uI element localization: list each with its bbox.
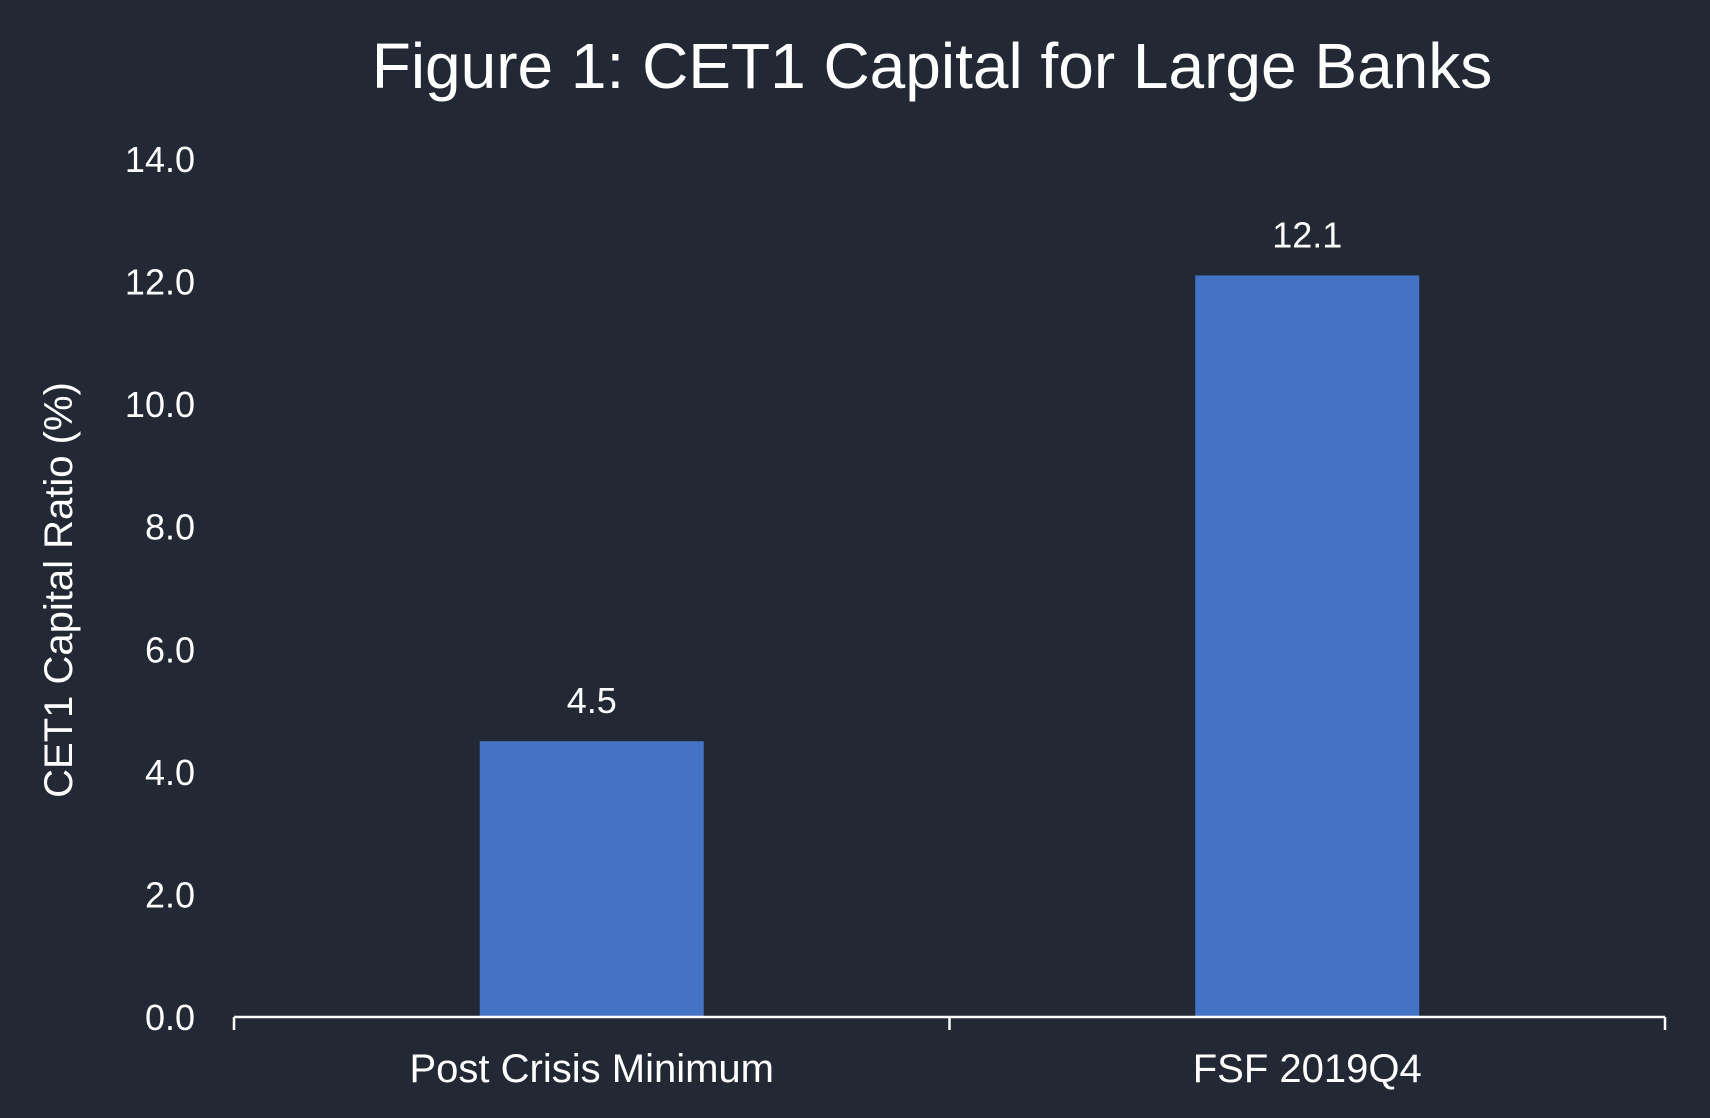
bars	[479, 275, 1420, 1017]
data-label-1: 12.1	[1272, 214, 1342, 255]
data-label-0: 4.5	[567, 680, 617, 721]
bar-0	[479, 741, 704, 1017]
category-label-1: FSF 2019Q4	[1193, 1047, 1422, 1091]
y-axis-title: CET1 Capital Ratio (%)	[37, 382, 81, 798]
y-tick-label: 8.0	[145, 507, 195, 548]
category-labels: Post Crisis Minimum FSF 2019Q4	[410, 1047, 1422, 1091]
category-label-0: Post Crisis Minimum	[410, 1047, 774, 1091]
y-tick-label: 12.0	[125, 262, 195, 303]
y-tick-label: 10.0	[125, 384, 195, 425]
x-axis	[232, 1015, 1667, 1030]
y-tick-label: 6.0	[145, 629, 195, 670]
chart-title: Figure 1: CET1 Capital for Large Banks	[372, 30, 1493, 102]
bar-1	[1195, 275, 1420, 1017]
y-tick-label: 14.0	[125, 139, 195, 180]
y-tick-label: 0.0	[145, 997, 195, 1038]
y-tick-label: 2.0	[145, 874, 195, 915]
y-axis-ticks: 0.0 2.0 4.0 6.0 8.0 10.0 12.0 14.0	[125, 139, 195, 1038]
y-tick-label: 4.0	[145, 752, 195, 793]
data-labels: 4.5 12.1	[567, 214, 1343, 721]
